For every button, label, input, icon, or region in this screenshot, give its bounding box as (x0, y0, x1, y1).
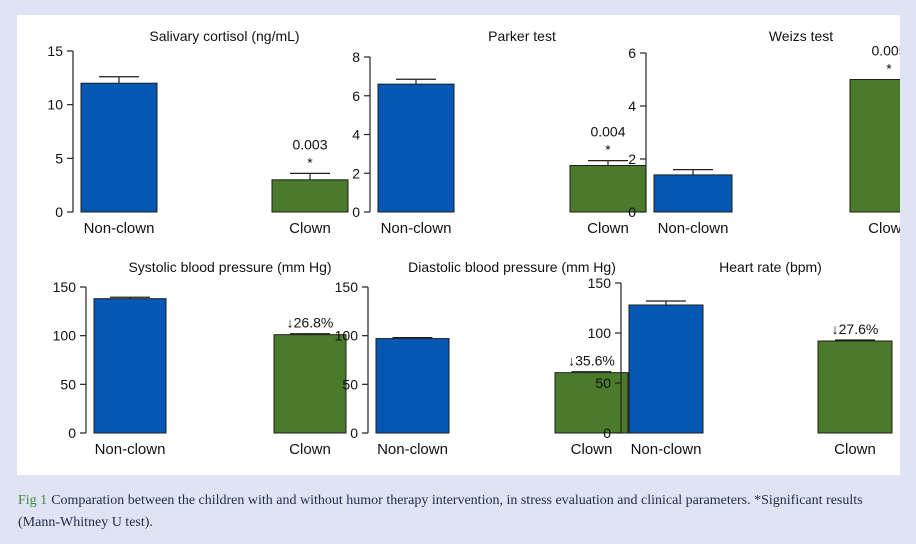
bar-clown (554, 372, 629, 434)
x-tick-label: Clown (868, 220, 900, 237)
y-tick-label: 0 (352, 204, 360, 220)
x-tick-label: Clown (289, 441, 331, 458)
bar-clown (273, 334, 347, 434)
significance-annotation: ↓27.6% (832, 321, 879, 337)
significance-annotation: 0.003 (292, 136, 327, 152)
y-tick-label: 150 (335, 279, 359, 295)
significance-annotation: ↓26.8% (287, 315, 334, 331)
y-tick-label: 0 (68, 425, 76, 441)
y-tick-label: 150 (588, 275, 612, 291)
bar-clown (271, 179, 349, 213)
significance-annotation: 0.005 (871, 43, 900, 59)
y-tick-label: 100 (335, 328, 359, 344)
y-tick-label: 100 (588, 325, 612, 341)
charts-grid: Salivary cortisol (ng/mL) 0 5 10 15 Non-clown… (47, 28, 900, 458)
caption-label: Fig 1 (18, 493, 48, 508)
bar-non-clown (80, 82, 158, 213)
y-tick-label: 50 (595, 375, 611, 391)
chart-6: Heart rate (bpm) 0 50 100 150 Non-clown Clown ↓… (588, 259, 893, 458)
y-tick-label: 0 (55, 204, 63, 220)
x-tick-label: Clown (587, 220, 629, 237)
x-tick-label: Non-clown (84, 220, 155, 237)
chart-2: Parker test 0 2 4 6 8 Non-clown Clown 0.004 * (352, 28, 647, 237)
y-tick-label: 2 (352, 165, 360, 181)
x-tick-label: Clown (289, 220, 331, 237)
significance-annotation: ↓35.6% (568, 353, 615, 369)
chart-1: Salivary cortisol (ng/mL) 0 5 10 15 Non-clown… (47, 28, 349, 237)
chart-title: Weizs test (769, 28, 833, 44)
y-tick-label: 10 (47, 97, 63, 113)
caption-text: Comparation between the children with an… (18, 493, 863, 530)
bar-clown (849, 79, 900, 213)
bar-clown (569, 165, 647, 213)
x-tick-label: Clown (834, 441, 876, 458)
y-tick-label: 2 (628, 151, 636, 167)
y-tick-label: 5 (55, 150, 63, 166)
chart-title: Salivary cortisol (ng/mL) (149, 28, 299, 44)
y-tick-label: 4 (352, 127, 360, 143)
chart-title: Parker test (488, 28, 556, 44)
bar-non-clown (377, 83, 455, 213)
x-tick-label: Non-clown (381, 220, 452, 237)
chart-title: Diastolic blood pressure (mm Hg) (408, 259, 616, 275)
figure-caption: Fig 1 Comparation between the children wi… (18, 490, 898, 534)
chart-title: Systolic blood pressure (mm Hg) (128, 259, 331, 275)
x-tick-label: Non-clown (658, 220, 729, 237)
bar-non-clown (93, 298, 167, 434)
chart-3: Weizs test 0 2 4 6 Non-clown Clown 0.005 * (628, 28, 900, 237)
x-tick-label: Non-clown (377, 441, 448, 458)
x-tick-label: Non-clown (631, 441, 702, 458)
bar-clown (817, 340, 893, 434)
significance-annotation: 0.004 (590, 124, 625, 140)
chart-5: Diastolic blood pressure (mm Hg) 0 50 100 15… (335, 259, 629, 458)
y-tick-label: 150 (53, 279, 77, 295)
y-tick-label: 6 (628, 45, 636, 61)
y-tick-label: 0 (628, 204, 636, 220)
y-tick-label: 8 (352, 49, 360, 65)
y-tick-label: 50 (60, 376, 76, 392)
significance-annotation: * (307, 154, 313, 170)
bar-non-clown (628, 304, 704, 434)
bar-non-clown (653, 174, 733, 213)
chart-4: Systolic blood pressure (mm Hg) 0 50 100 150… (53, 259, 347, 458)
y-tick-label: 100 (53, 328, 77, 344)
y-tick-label: 0 (603, 425, 611, 441)
y-tick-label: 0 (350, 425, 358, 441)
figure-panel: Salivary cortisol (ng/mL) 0 5 10 15 Non-clown… (17, 15, 900, 475)
y-tick-label: 6 (352, 88, 360, 104)
significance-annotation: * (886, 61, 892, 77)
significance-annotation: * (605, 142, 611, 158)
y-tick-label: 50 (342, 376, 358, 392)
bar-non-clown (375, 338, 450, 434)
y-tick-label: 4 (628, 98, 636, 114)
chart-title: Heart rate (bpm) (719, 259, 822, 275)
y-tick-label: 15 (47, 43, 63, 59)
x-tick-label: Non-clown (95, 441, 166, 458)
x-tick-label: Clown (571, 441, 613, 458)
